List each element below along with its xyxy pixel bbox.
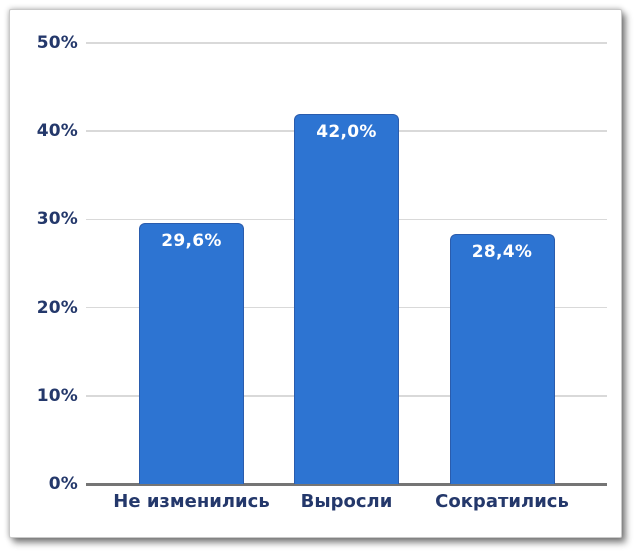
x-category-label: Сократились	[435, 491, 569, 512]
x-axis-line	[86, 483, 607, 486]
y-axis-tick-label: 20%	[36, 297, 78, 318]
y-axis-tick-label: 40%	[36, 121, 78, 142]
y-axis-tick-label: 10%	[36, 385, 78, 406]
bar-Выросли: 42,0%	[294, 113, 399, 484]
y-axis-tick-label: 50%	[36, 33, 78, 53]
bar-Не изменились: 29,6%	[139, 222, 244, 484]
bar-value-label: 42,0%	[316, 121, 377, 142]
gridline-50%	[86, 42, 607, 44]
bar-value-label: 28,4%	[471, 241, 533, 262]
x-category-label: Не изменились	[113, 491, 270, 512]
bar-value-label: 29,6%	[161, 230, 222, 251]
x-category-label: Выросли	[300, 491, 393, 512]
chart-card: 0% 10% 20% 30% 40% 50% 29,6% Не изменились 42,0%…	[9, 9, 622, 538]
bar-chart-plot-area: 0% 10% 20% 30% 40% 50% 29,6% Не изменились 42,0%…	[10, 10, 621, 537]
y-axis-tick-label: 0%	[48, 474, 78, 494]
y-axis-tick-label: 30%	[36, 209, 78, 230]
bar-Сократились: 28,4%	[449, 233, 555, 484]
